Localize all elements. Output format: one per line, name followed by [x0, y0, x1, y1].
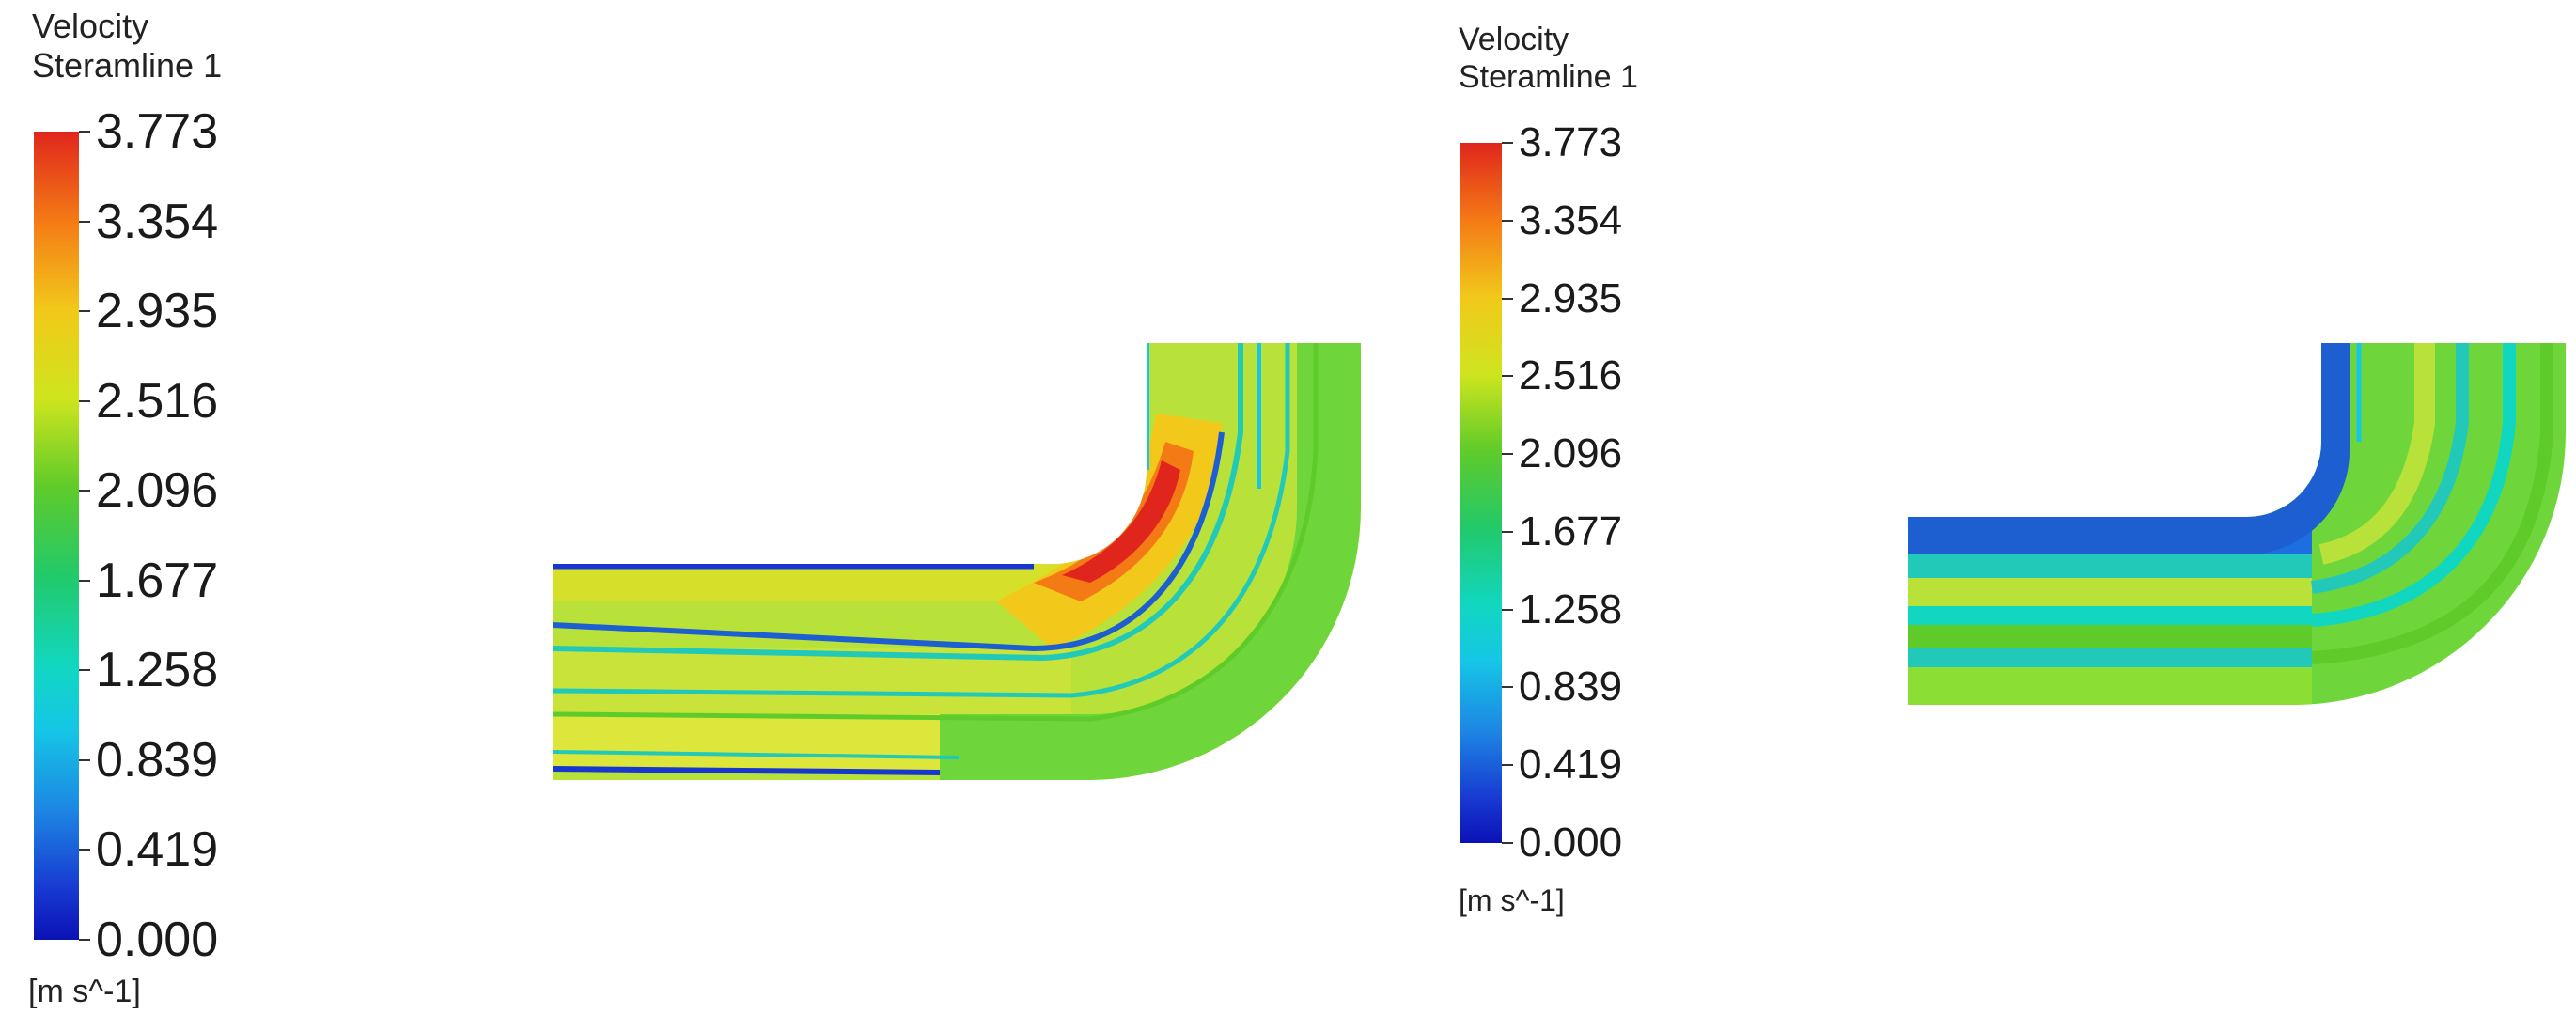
legend-tick: 2.935 [79, 287, 218, 336]
tick-label: 0.000 [96, 913, 219, 967]
legend-title-streamline: Steramline 1 [1459, 59, 1638, 95]
legend-tick: 2.516 [1502, 355, 1622, 397]
tick-label: 3.354 [96, 194, 219, 249]
legend-tick: 0.419 [79, 825, 218, 874]
tick-label: 1.677 [1519, 507, 1623, 554]
tick-label: 0.839 [1519, 663, 1623, 710]
legend-tick: 0.000 [1502, 822, 1622, 864]
legend-tick: 3.354 [1502, 196, 1623, 243]
velocity-color-bar [1460, 143, 1502, 843]
tick-label: 2.935 [1519, 274, 1623, 321]
legend-unit: [m s^-1] [28, 974, 141, 1009]
legend-title-streamline: Steramline 1 [32, 46, 223, 85]
legend-ticks: 3.773 3.354 2.935 2.516 2.096 1.677 1.25… [79, 107, 295, 964]
legend-tick: 0.000 [79, 915, 218, 964]
tick-label: 1.677 [96, 553, 219, 608]
legend-tick: 2.096 [1502, 433, 1622, 475]
tick-label: 1.258 [1519, 585, 1623, 632]
tick-label: 3.773 [96, 104, 219, 159]
tick-label: 3.773 [1519, 119, 1623, 165]
velocity-color-bar [34, 132, 79, 940]
pipe-elbow-contour [553, 343, 1361, 780]
tick-label: 2.935 [96, 284, 219, 339]
tick-label: 2.516 [96, 373, 219, 429]
legend-tick: 1.677 [1502, 507, 1623, 554]
legend-tick: 3.354 [79, 197, 218, 246]
legend-tick: 1.258 [1502, 585, 1623, 632]
tick-label: 0.419 [96, 822, 219, 878]
tick-label: 2.516 [1519, 352, 1623, 399]
tick-label: 2.096 [1519, 430, 1623, 477]
legend-tick: 0.419 [1502, 744, 1622, 786]
pipe-elbow-contour [1908, 343, 2566, 705]
tick-label: 2.096 [96, 463, 219, 519]
legend-title-velocity: Velocity [32, 7, 149, 45]
legend-unit: [m s^-1] [1459, 883, 1565, 917]
right-panel: Velocity Steramline 1 3.773 3.354 2.935 … [1288, 0, 2576, 1030]
legend-title-velocity: Velocity [1459, 22, 1569, 57]
velocity-field [1908, 343, 2566, 705]
legend-ticks: 3.773 3.354 2.935 2.516 2.096 1.677 1.25… [1502, 122, 1690, 864]
legend-tick: 1.677 [79, 556, 218, 605]
legend-tick: 0.839 [79, 736, 218, 785]
tick-label: 1.258 [96, 643, 219, 698]
tick-label: 3.354 [1519, 196, 1623, 243]
legend-tick: 1.258 [79, 646, 218, 694]
velocity-field [553, 343, 1361, 780]
left-panel: Velocity Steramline 1 3.773 3.354 2.935 … [28, 7, 1361, 1009]
legend-tick: 2.516 [79, 377, 218, 426]
legend-tick: 2.935 [1502, 274, 1623, 321]
tick-label: 0.839 [96, 732, 219, 788]
legend-tick: 3.773 [79, 107, 218, 156]
legend-tick: 2.096 [79, 466, 218, 515]
legend-tick: 3.773 [1502, 122, 1622, 164]
tick-label: 0.000 [1519, 819, 1623, 866]
tick-label: 0.419 [1519, 741, 1623, 788]
legend-tick: 0.839 [1502, 666, 1622, 708]
